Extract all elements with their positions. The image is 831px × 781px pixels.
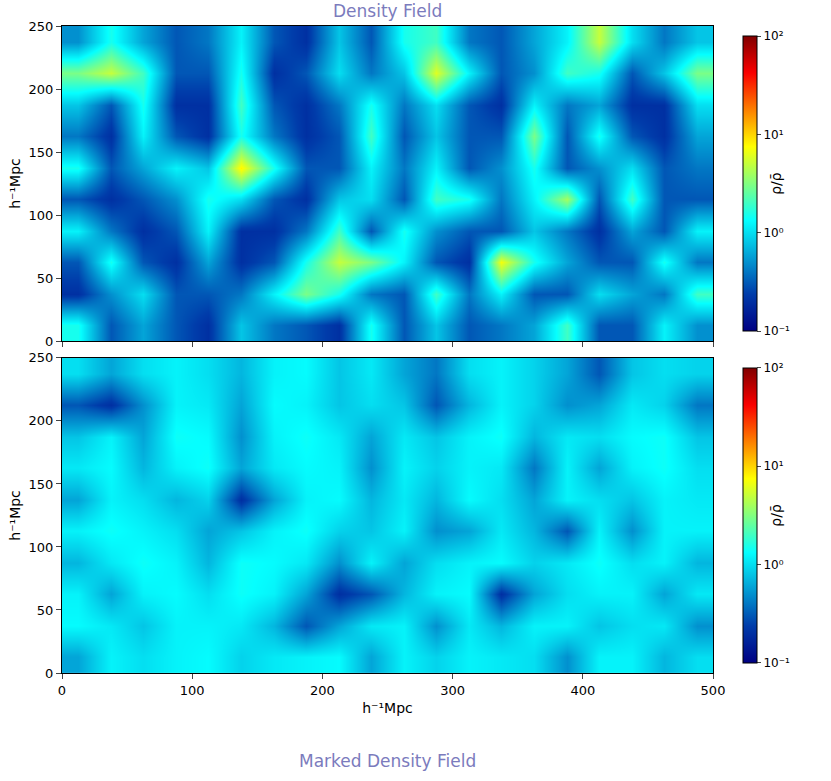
svg-text:100: 100 bbox=[29, 540, 54, 555]
svg-text:h⁻¹Mpc: h⁻¹Mpc bbox=[7, 490, 23, 541]
svg-text:Density Field: Density Field bbox=[333, 1, 442, 21]
svg-text:10⁰: 10⁰ bbox=[763, 226, 783, 240]
svg-text:10⁻¹: 10⁻¹ bbox=[763, 324, 790, 338]
svg-text:50: 50 bbox=[37, 271, 54, 286]
svg-text:100: 100 bbox=[29, 208, 54, 223]
svg-text:150: 150 bbox=[29, 145, 54, 160]
svg-text:250: 250 bbox=[29, 19, 54, 34]
svg-text:ρ/ρ̄: ρ/ρ̄ bbox=[768, 504, 784, 527]
svg-text:200: 200 bbox=[29, 82, 54, 97]
svg-text:0: 0 bbox=[45, 666, 53, 681]
svg-text:150: 150 bbox=[29, 477, 54, 492]
svg-text:10¹: 10¹ bbox=[763, 128, 783, 142]
svg-text:10⁰: 10⁰ bbox=[763, 558, 783, 572]
svg-text:h⁻¹Mpc: h⁻¹Mpc bbox=[7, 158, 23, 209]
svg-text:10²: 10² bbox=[763, 29, 783, 43]
svg-text:10⁻¹: 10⁻¹ bbox=[763, 656, 790, 670]
svg-text:ρ/ρ̄: ρ/ρ̄ bbox=[768, 172, 784, 195]
svg-text:50: 50 bbox=[37, 603, 54, 618]
svg-text:0: 0 bbox=[58, 683, 66, 698]
svg-text:500: 500 bbox=[701, 683, 726, 698]
svg-text:0: 0 bbox=[45, 334, 53, 349]
svg-text:400: 400 bbox=[570, 683, 595, 698]
svg-text:300: 300 bbox=[440, 683, 465, 698]
svg-text:h⁻¹Mpc: h⁻¹Mpc bbox=[362, 700, 413, 716]
svg-text:200: 200 bbox=[29, 413, 54, 428]
svg-text:250: 250 bbox=[29, 350, 54, 365]
svg-text:200: 200 bbox=[310, 683, 335, 698]
svg-text:10²: 10² bbox=[763, 361, 783, 375]
svg-text:10¹: 10¹ bbox=[763, 459, 783, 473]
svg-text:100: 100 bbox=[180, 683, 205, 698]
svg-text:Marked Density Field: Marked Density Field bbox=[299, 751, 476, 771]
